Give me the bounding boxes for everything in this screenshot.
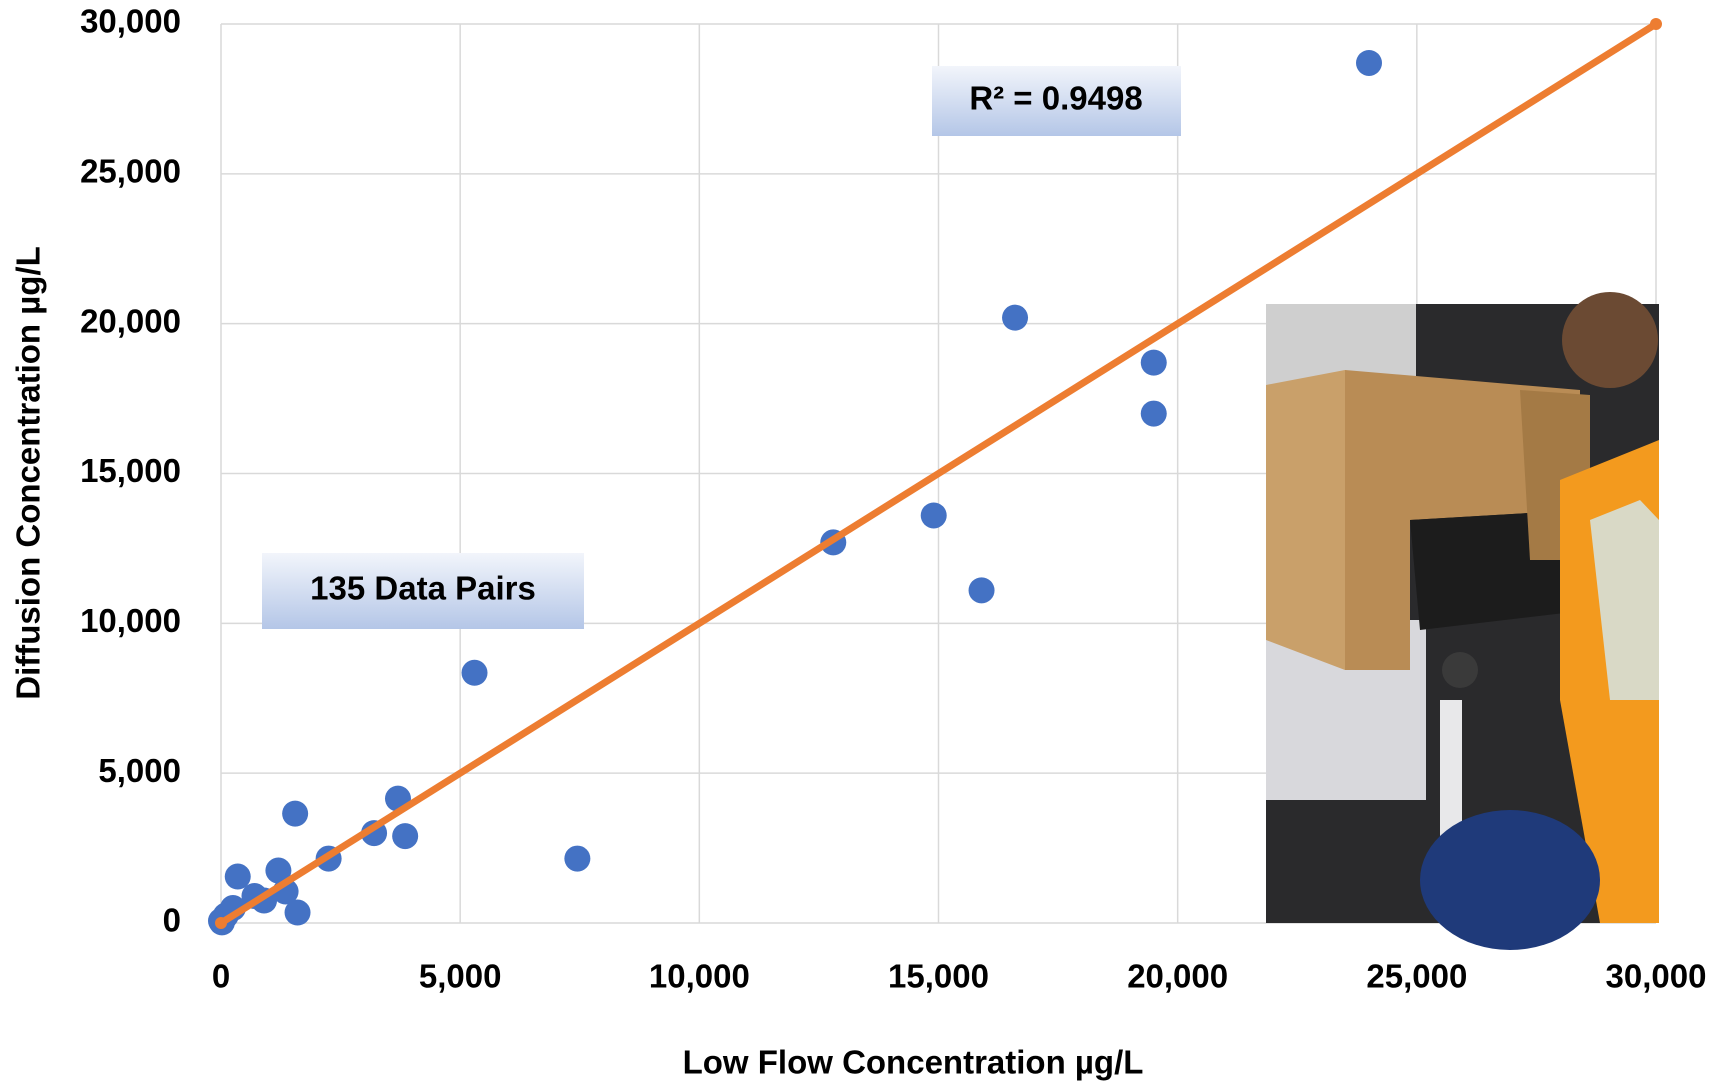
x-tick-label: 5,000 [419, 958, 502, 995]
y-tick-label: 20,000 [80, 302, 181, 339]
point [392, 823, 418, 849]
y-tick-label: 15,000 [80, 452, 181, 489]
x-tick-label: 0 [212, 958, 230, 995]
point [1356, 50, 1382, 76]
y-tick-label: 30,000 [80, 3, 181, 40]
point [1002, 305, 1028, 331]
y-tick-label: 25,000 [80, 153, 181, 190]
trendline-end [215, 917, 227, 929]
point [564, 846, 590, 872]
x-tick-label: 20,000 [1127, 958, 1228, 995]
x-tick-label: 15,000 [888, 958, 989, 995]
x-axis-title: Low Flow Concentration µg/L [683, 1044, 1144, 1081]
trendline-end [1650, 18, 1662, 30]
x-tick-label: 25,000 [1366, 958, 1467, 995]
y-tick-label: 5,000 [98, 752, 181, 789]
y-axis-title: Diffusion Concentration µg/L [10, 246, 47, 699]
point [1141, 350, 1167, 376]
y-tick-label: 10,000 [80, 602, 181, 639]
point [1141, 401, 1167, 427]
y-tick-label: 0 [163, 902, 181, 939]
photo [1266, 292, 1659, 950]
point [969, 577, 995, 603]
chart: R² = 0.9498 135 Data Pairs Low Flow Conc… [0, 0, 1725, 1082]
x-tick-label: 30,000 [1606, 958, 1707, 995]
point [282, 801, 308, 827]
annotation: 135 Data Pairs [310, 570, 536, 607]
annotations: R² = 0.9498 135 Data Pairs [262, 66, 1181, 629]
point [462, 660, 488, 686]
x-tick-label: 10,000 [649, 958, 750, 995]
point [921, 502, 947, 528]
annotation: R² = 0.9498 [969, 80, 1142, 117]
